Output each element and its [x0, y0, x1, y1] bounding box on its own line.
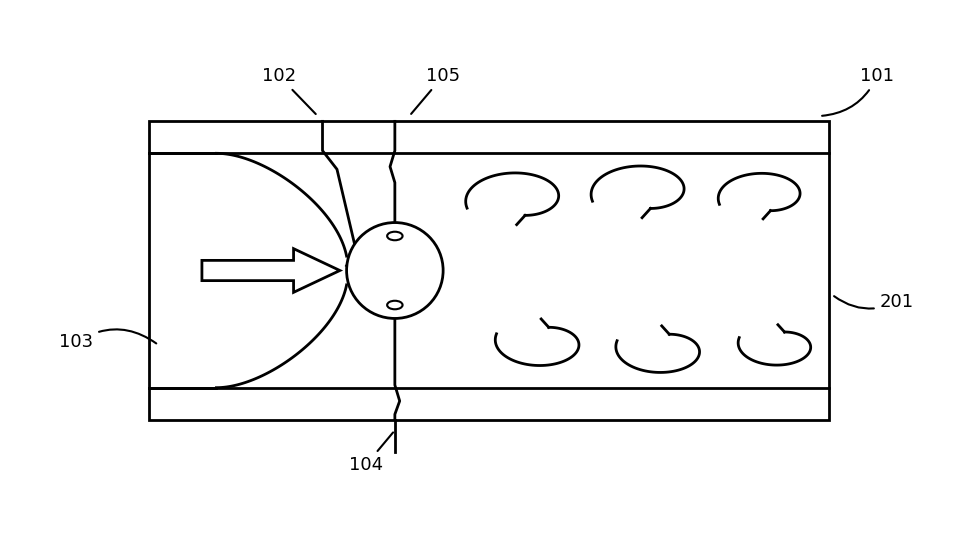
- Text: 101: 101: [822, 67, 894, 116]
- Polygon shape: [202, 249, 340, 292]
- Circle shape: [387, 301, 403, 309]
- Bar: [149, 121, 829, 420]
- Ellipse shape: [346, 222, 443, 319]
- Text: 103: 103: [59, 329, 157, 352]
- Text: 201: 201: [834, 293, 914, 312]
- Circle shape: [387, 232, 403, 240]
- Text: 102: 102: [262, 67, 316, 114]
- Text: 104: 104: [349, 432, 393, 474]
- Text: 105: 105: [412, 67, 460, 114]
